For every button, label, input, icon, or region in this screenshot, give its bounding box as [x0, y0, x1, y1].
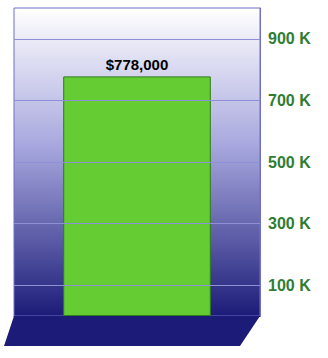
- svg-text:300 K: 300 K: [268, 215, 311, 232]
- svg-text:700 K: 700 K: [268, 92, 311, 109]
- svg-text:500 K: 500 K: [268, 154, 311, 171]
- svg-text:900 K: 900 K: [268, 30, 311, 47]
- svg-text:100 K: 100 K: [268, 277, 311, 294]
- svg-text:$778,000: $778,000: [106, 56, 169, 73]
